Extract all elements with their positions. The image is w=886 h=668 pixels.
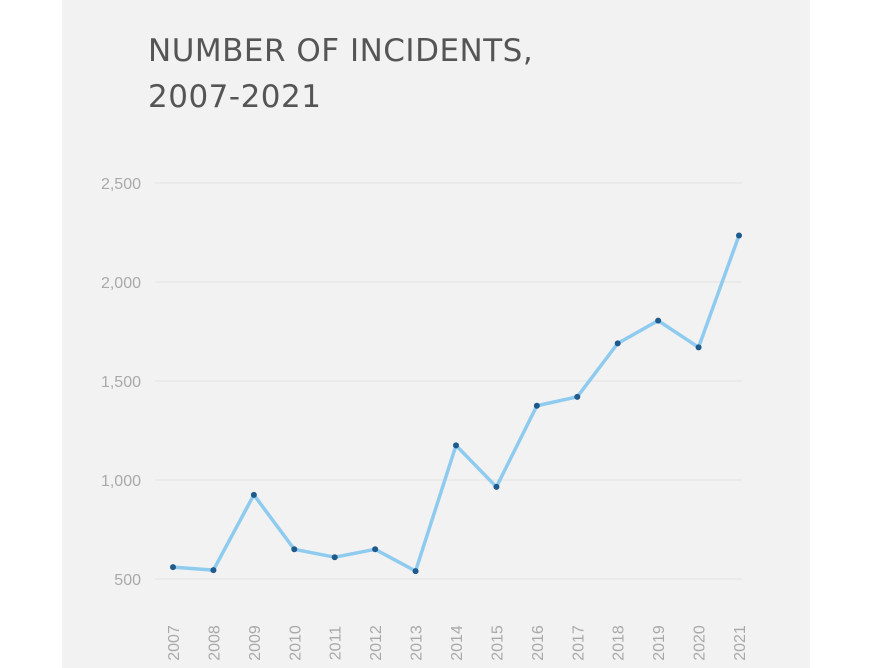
- data-point: [291, 546, 298, 553]
- x-tick-label: 2012: [368, 625, 385, 661]
- data-point: [331, 554, 338, 561]
- data-point: [655, 317, 662, 324]
- y-axis-ticks: 500 1,000 1,500 2,000 2,500: [101, 176, 141, 589]
- x-tick-label: 2018: [611, 625, 628, 661]
- chart-title-line-1: NUMBER OF INCIDENTS,: [148, 33, 534, 69]
- y-tick-label: 1,000: [101, 473, 141, 490]
- x-tick-label: 2007: [166, 625, 183, 661]
- x-tick-label: 2011: [328, 626, 345, 661]
- x-tick-label: 2008: [206, 625, 223, 661]
- data-point: [614, 340, 621, 347]
- chart-panel: [62, 0, 810, 668]
- x-tick-label: 2019: [651, 625, 668, 661]
- series-line: [171, 233, 741, 573]
- x-axis-ticks: 2007 2008 2009 2010 2011 2012 2013 2014 2015 2016…: [166, 625, 749, 661]
- data-point: [574, 393, 581, 400]
- grid-layer: [155, 182, 742, 580]
- x-tick-label: 2015: [489, 625, 506, 661]
- data-point: [695, 344, 702, 351]
- data-point: [533, 402, 540, 409]
- data-point: [493, 483, 500, 490]
- x-tick-label: 2016: [530, 625, 547, 661]
- x-tick-label: 2017: [570, 625, 587, 661]
- data-point: [372, 546, 379, 553]
- data-point: [170, 564, 176, 571]
- data-point: [453, 442, 459, 449]
- chart-title: NUMBER OF INCIDENTS, 2007-2021: [148, 28, 533, 120]
- x-tick-label: 2013: [409, 625, 426, 661]
- x-tick-label: 2020: [692, 625, 709, 661]
- data-point: [210, 567, 217, 574]
- x-tick-label: 2009: [247, 625, 264, 661]
- chart-title-line-2: 2007-2021: [148, 79, 322, 115]
- x-tick-label: 2010: [287, 625, 304, 661]
- x-tick-label: 2014: [449, 625, 466, 661]
- marker-layer: [170, 232, 742, 575]
- series-layer: [171, 233, 741, 573]
- data-point: [736, 232, 742, 239]
- x-tick-label: 2021: [732, 625, 749, 661]
- y-tick-label: 1,500: [101, 374, 141, 391]
- y-tick-label: 2,500: [101, 176, 141, 193]
- data-point: [412, 568, 419, 575]
- y-tick-label: 500: [114, 572, 141, 589]
- y-tick-label: 2,000: [101, 275, 141, 292]
- data-point: [250, 491, 257, 498]
